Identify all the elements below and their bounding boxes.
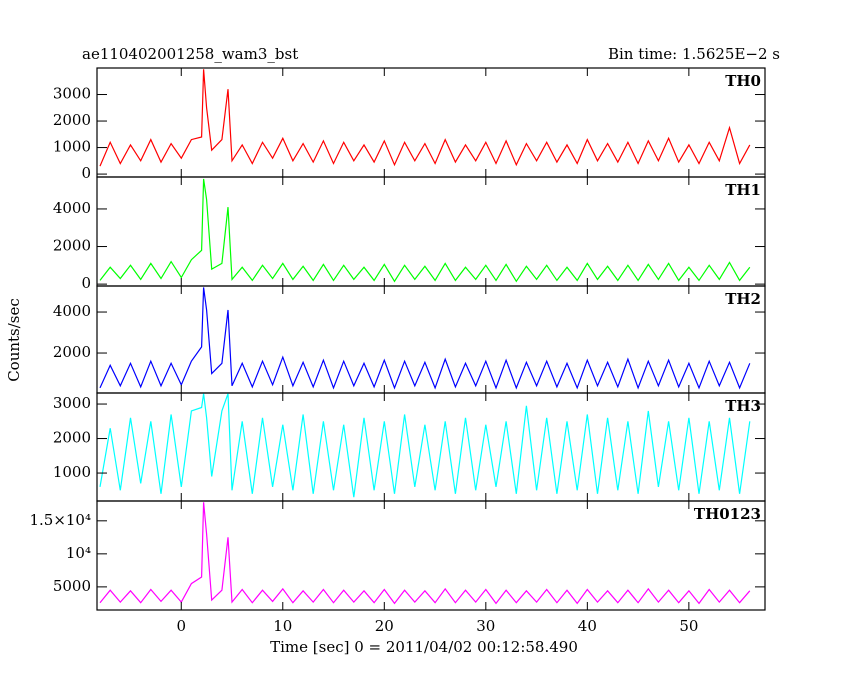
x-tick-label: 50 xyxy=(679,617,698,635)
series-line xyxy=(99,502,751,605)
y-tick-label: 4000 xyxy=(53,199,91,217)
panel-frame xyxy=(96,67,766,178)
x-tick-label: 10 xyxy=(273,617,292,635)
series-line xyxy=(99,178,751,283)
panel-frame xyxy=(96,500,766,611)
x-tick-label: 0 xyxy=(176,617,186,635)
y-tick-label: 1000 xyxy=(53,463,91,481)
legend-label: TH3 xyxy=(725,397,761,415)
y-tick-label: 0 xyxy=(81,164,91,182)
series-line xyxy=(99,287,751,390)
legend-label: TH0123 xyxy=(694,505,761,523)
y-tick-label: 2000 xyxy=(53,111,91,129)
y-tick-label: 2000 xyxy=(53,237,91,255)
y-axis-label: Counts/sec xyxy=(5,298,23,382)
x-tick-label: 20 xyxy=(375,617,394,635)
chart-subtitle: Bin time: 1.5625E−2 s xyxy=(608,45,780,63)
y-tick-label: 10⁴ xyxy=(66,544,91,562)
y-tick-label: 3000 xyxy=(53,85,91,103)
x-axis-label: Time [sec] 0 = 2011/04/02 00:12:58.490 xyxy=(270,638,578,656)
y-tick-label: 1.5×10⁴ xyxy=(29,511,91,529)
y-tick-label: 4000 xyxy=(53,302,91,320)
x-tick-label: 30 xyxy=(476,617,495,635)
legend-label: TH1 xyxy=(725,181,761,199)
y-tick-label: 3000 xyxy=(53,394,91,412)
series-line xyxy=(99,69,751,167)
series-line xyxy=(99,393,751,498)
chart-title: ae110402001258_wam3_bst xyxy=(82,45,298,63)
legend-label: TH2 xyxy=(725,290,761,308)
x-tick-label: 40 xyxy=(578,617,597,635)
y-tick-label: 1000 xyxy=(53,138,91,156)
y-tick-label: 5000 xyxy=(53,577,91,595)
y-tick-label: 2000 xyxy=(53,343,91,361)
y-tick-label: 2000 xyxy=(53,429,91,447)
legend-label: TH0 xyxy=(725,72,761,90)
y-tick-label: 0 xyxy=(81,274,91,292)
